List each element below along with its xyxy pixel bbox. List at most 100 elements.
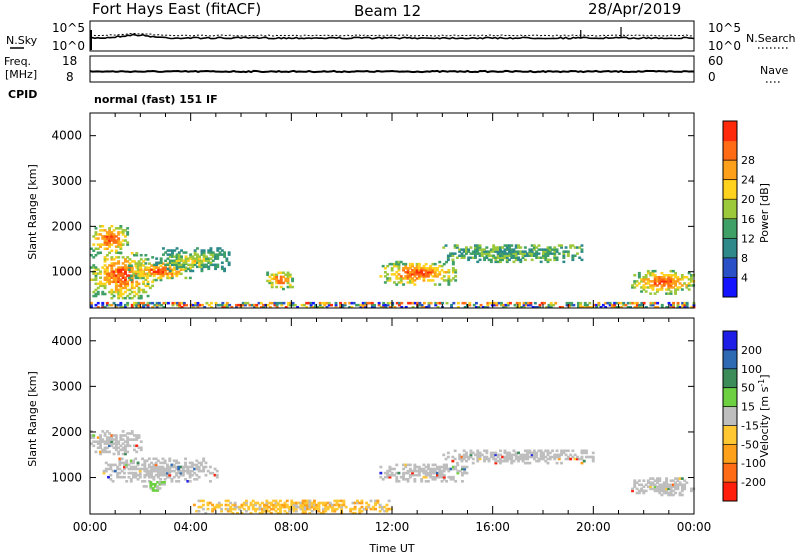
echo-cell	[175, 471, 178, 475]
echo-cell	[496, 455, 500, 459]
echo-cell	[171, 263, 174, 267]
echo-cell	[104, 467, 108, 471]
echo-cell	[669, 493, 673, 497]
echo-cell	[157, 301, 161, 305]
echo-cell	[268, 281, 272, 285]
echo-cell	[658, 288, 662, 291]
echo-cell	[268, 279, 272, 283]
echo-cell	[484, 306, 487, 309]
echo-cell	[133, 254, 136, 257]
echo-cell	[105, 233, 109, 236]
echo-cell	[198, 259, 202, 262]
echo-cell	[413, 271, 417, 274]
echo-cell	[275, 279, 279, 283]
echo-cell	[501, 455, 505, 459]
echo-cell	[119, 306, 123, 309]
echo-cell	[413, 480, 417, 483]
echo-cell	[124, 444, 127, 448]
echo-cell	[467, 250, 471, 253]
echo-cell	[660, 271, 664, 275]
colorbar-segment	[723, 257, 737, 278]
echo-cell	[200, 267, 204, 271]
echo-cell	[173, 255, 177, 258]
echo-cell	[117, 290, 121, 294]
echo-cell	[124, 239, 127, 242]
echo-cell	[124, 448, 127, 452]
echo-cell	[119, 288, 123, 292]
echo-cell	[200, 461, 203, 465]
echo-cell	[290, 501, 294, 505]
echo-cell	[268, 275, 272, 279]
echo-cell	[251, 499, 255, 503]
echo-cell	[433, 283, 437, 286]
echo-cell	[227, 263, 231, 267]
echo-cell	[103, 432, 107, 435]
echo-cell	[393, 273, 396, 276]
echo-cell	[523, 252, 527, 255]
echo-cell	[427, 303, 431, 307]
echo-cell	[526, 449, 529, 453]
echo-cell	[156, 473, 160, 477]
echo-cell	[273, 273, 276, 276]
echo-cell	[465, 471, 469, 475]
echo-cell	[447, 283, 451, 286]
echo-cell	[119, 274, 123, 277]
echo-cell	[135, 444, 139, 448]
echo-cell	[340, 499, 344, 503]
echo-cell	[205, 255, 208, 258]
echo-cell	[406, 471, 410, 475]
echo-cell	[676, 487, 680, 491]
echo-cell	[218, 251, 222, 254]
y-tick-label: 2000	[51, 425, 82, 439]
echo-cell	[286, 275, 290, 279]
echo-cell	[119, 286, 123, 290]
echo-cell	[642, 276, 646, 279]
echo-cell	[651, 481, 655, 484]
echo-cell	[364, 306, 367, 309]
echo-cell	[163, 478, 167, 481]
y-tick-label: 1000	[51, 471, 82, 485]
echo-cell	[119, 225, 123, 228]
echo-cell	[680, 487, 684, 491]
echo-cell	[211, 507, 214, 511]
echo-cell	[411, 473, 414, 477]
echo-cell	[110, 249, 114, 252]
echo-cell	[148, 301, 152, 305]
echo-cell	[114, 436, 118, 439]
echo-cell	[420, 269, 424, 272]
echo-cell	[521, 254, 525, 257]
echo-cell	[166, 267, 170, 271]
echo-cell	[159, 467, 163, 471]
echo-cell	[436, 465, 439, 469]
echo-cell	[417, 277, 421, 280]
echo-cell	[205, 263, 208, 267]
echo-cell	[510, 250, 514, 253]
echo-cell	[124, 303, 127, 307]
echo-cell	[117, 262, 121, 265]
echo-cell	[447, 281, 451, 284]
echo-cell	[226, 499, 230, 503]
echo-cell	[505, 459, 509, 463]
echo-cell	[103, 440, 107, 443]
echo-cell	[404, 306, 408, 309]
echo-cell	[642, 301, 646, 305]
colorbar-segment	[723, 199, 737, 220]
echo-cell	[505, 254, 509, 257]
echo-cell	[215, 503, 219, 507]
echo-cell	[640, 483, 643, 487]
echo-cell	[690, 278, 693, 281]
echo-cell	[411, 301, 415, 305]
echo-cell	[128, 270, 132, 273]
echo-cell	[415, 465, 419, 469]
echo-cell	[110, 280, 114, 284]
echo-cell	[136, 461, 140, 465]
echo-cell	[624, 303, 628, 307]
echo-cell	[514, 246, 518, 249]
echo-cell	[654, 306, 657, 309]
echo-cell	[549, 303, 553, 307]
echo-cell	[279, 509, 282, 513]
echo-cell	[429, 469, 433, 473]
echo-cell	[501, 256, 505, 259]
echo-cell	[535, 455, 539, 459]
